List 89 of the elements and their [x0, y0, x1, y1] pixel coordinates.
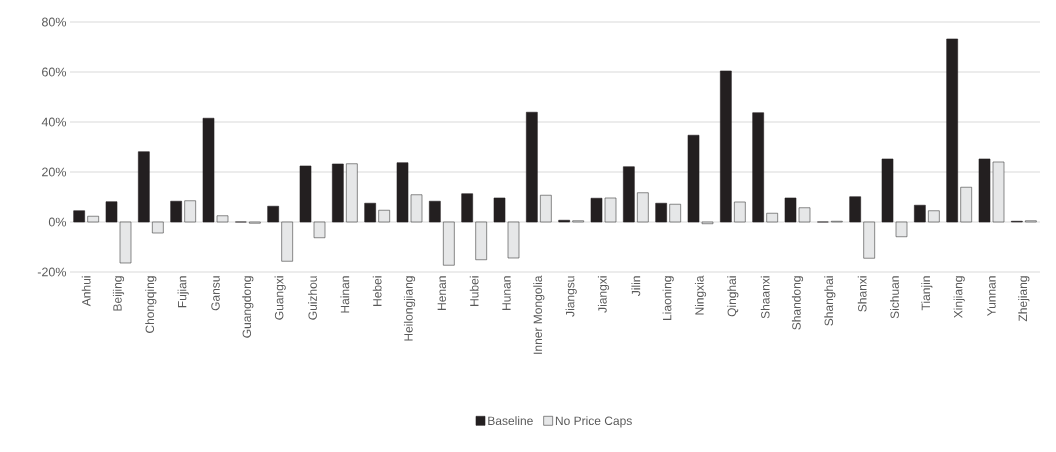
bar [267, 205, 279, 223]
bar [590, 197, 603, 223]
bar [978, 158, 991, 223]
bar [152, 221, 164, 234]
x-tick-label: Hubei [469, 276, 479, 306]
bar [655, 202, 667, 223]
bar [928, 210, 940, 223]
bar [119, 221, 132, 264]
bar [687, 134, 700, 223]
bar [216, 215, 229, 223]
bar [669, 203, 681, 223]
bar [895, 221, 908, 238]
bar [637, 192, 649, 223]
bar [332, 163, 344, 223]
x-tick-label: Liaoning [662, 276, 674, 320]
x-tick-label: Gansu [211, 276, 220, 311]
y-tick-label: 20% [42, 167, 67, 177]
bar [184, 200, 196, 223]
x-tick-label: Guizhou [308, 276, 317, 320]
x-tick-label: Jilin [631, 276, 641, 297]
bar [720, 70, 732, 223]
legend-label: Baseline [488, 416, 533, 426]
x-tick-label: Heilongjiang [403, 276, 416, 341]
y-tick-label: 0% [48, 217, 67, 227]
bar [863, 221, 875, 259]
bar [281, 221, 293, 262]
bar [105, 201, 118, 223]
bar [346, 163, 358, 223]
bar [429, 200, 441, 223]
x-tick-label: Tianjin [921, 276, 933, 311]
bar [170, 200, 182, 223]
x-tick-label: Inner Mongolia [533, 275, 545, 354]
bar [960, 186, 972, 223]
x-tick-label: Hebei [372, 276, 382, 306]
x-tick-label: Jiangsu [565, 276, 577, 317]
bar [604, 197, 617, 223]
x-tick-label: Qinghai [727, 276, 739, 317]
bar [540, 194, 552, 223]
x-tick-label: Guangdong [242, 276, 254, 338]
bar [202, 117, 215, 223]
x-tick-label: Beijing [112, 276, 125, 311]
x-tick-label: Shanghai [824, 276, 836, 326]
x-tick-label: Fujian [177, 276, 189, 308]
y-tick-label: 60% [42, 67, 67, 77]
x-tick-label: Henan [437, 276, 447, 310]
x-tick-label: Guangxi [274, 276, 286, 320]
x-tick-label: Ningxia [694, 275, 707, 315]
bar [461, 193, 473, 223]
bar [734, 201, 746, 223]
x-tick-label: Yunnan [987, 276, 996, 316]
bar [313, 221, 326, 239]
x-tick-label: Zhejiang [1018, 276, 1030, 322]
bar [946, 38, 958, 223]
bar [507, 221, 520, 259]
bar [798, 207, 811, 223]
bar [914, 204, 926, 223]
bar [410, 194, 423, 223]
y-tick-label: 40% [41, 117, 67, 127]
bar [87, 215, 99, 223]
legend-label: No Price Caps [555, 416, 632, 428]
bar [881, 158, 894, 223]
bar [623, 166, 635, 223]
bar [443, 221, 455, 266]
x-tick-label: Hunan [502, 276, 511, 310]
x-tick-label: Xinjiang [953, 276, 965, 318]
bar [475, 221, 487, 261]
y-tick-label: 80% [42, 17, 67, 27]
bar [299, 165, 312, 223]
x-tick-label: Anhui [81, 276, 91, 307]
bar [752, 112, 764, 223]
x-tick-label: Shanxi [857, 276, 867, 312]
bar [526, 111, 538, 223]
bar [378, 209, 390, 223]
bar [784, 197, 797, 223]
bar [766, 212, 778, 223]
bar [364, 202, 376, 223]
x-tick-label: Shandong [791, 276, 804, 330]
bar [73, 210, 85, 223]
bar [138, 151, 150, 223]
x-tick-label: Jiangxi [597, 276, 610, 313]
bar [493, 197, 506, 223]
x-tick-label: Chongqing [145, 276, 157, 333]
bar [849, 196, 861, 223]
bar [992, 161, 1005, 223]
x-tick-label: Sichuan [890, 276, 899, 319]
x-tick-label: Shaanxi [760, 276, 770, 319]
bar [396, 162, 409, 223]
y-tick-label: -20% [37, 267, 67, 277]
x-tick-label: Hainan [340, 276, 350, 313]
